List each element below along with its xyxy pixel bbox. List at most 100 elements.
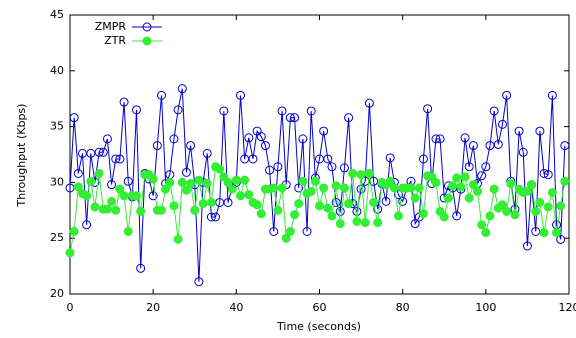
y-tick-label: 45	[50, 8, 64, 21]
point	[298, 134, 308, 144]
point	[269, 183, 279, 193]
point	[244, 133, 254, 143]
point	[460, 133, 470, 143]
point	[315, 201, 324, 211]
point	[535, 197, 545, 207]
point	[443, 193, 453, 203]
y-tick-label: 40	[50, 64, 64, 77]
x-tick-label: 100	[475, 301, 496, 314]
point	[452, 211, 462, 221]
point	[181, 185, 191, 195]
point	[256, 132, 266, 142]
point	[394, 190, 404, 200]
point	[547, 187, 557, 197]
point	[527, 180, 537, 190]
point	[148, 191, 158, 201]
point	[277, 106, 287, 116]
point	[502, 206, 512, 216]
point	[186, 141, 196, 151]
point	[181, 167, 191, 177]
point	[514, 126, 524, 136]
point	[331, 181, 341, 191]
point	[285, 113, 295, 123]
point	[344, 199, 354, 209]
x-tick-label: 20	[146, 301, 160, 314]
point	[385, 153, 395, 163]
point	[418, 209, 428, 219]
point	[502, 90, 512, 100]
point	[115, 154, 125, 164]
point	[481, 162, 491, 172]
point	[248, 154, 258, 164]
point	[335, 219, 345, 229]
point	[119, 97, 129, 107]
point	[90, 202, 100, 212]
legend-label: ZMPR	[95, 20, 127, 33]
point	[73, 168, 83, 178]
point	[173, 105, 183, 115]
series-line	[69, 88, 566, 282]
point	[161, 184, 171, 194]
point	[535, 126, 545, 136]
point	[231, 175, 241, 185]
point	[132, 105, 142, 115]
point	[310, 176, 320, 186]
point	[431, 134, 441, 144]
point	[265, 165, 275, 175]
x-tick-label: 40	[229, 301, 243, 314]
point	[136, 263, 146, 273]
point	[531, 206, 541, 216]
point	[381, 196, 391, 206]
point	[552, 228, 562, 238]
point	[82, 220, 92, 230]
point	[323, 154, 333, 164]
point	[319, 183, 329, 193]
point	[418, 154, 428, 164]
x-tick-label: 60	[313, 301, 327, 314]
legend-marker	[142, 22, 152, 32]
point	[493, 139, 503, 149]
point	[73, 182, 83, 192]
point	[186, 179, 196, 189]
point	[385, 176, 395, 186]
point	[431, 177, 441, 187]
point	[410, 193, 420, 203]
point	[132, 191, 142, 201]
point	[485, 211, 495, 221]
point	[364, 98, 374, 108]
point	[244, 190, 254, 200]
y-tick-label: 30	[50, 175, 64, 188]
point	[202, 179, 212, 189]
point	[543, 170, 553, 180]
point	[481, 228, 491, 238]
point	[65, 248, 75, 258]
point	[223, 177, 233, 187]
point	[464, 162, 474, 172]
point	[468, 141, 478, 151]
point	[339, 163, 349, 173]
point	[394, 211, 404, 221]
point	[435, 134, 445, 144]
point	[285, 227, 295, 237]
point	[169, 201, 179, 211]
point	[497, 200, 507, 210]
point	[177, 177, 187, 187]
point	[290, 113, 300, 123]
point	[269, 227, 279, 237]
legend-label: ZTR	[104, 34, 126, 47]
point	[306, 186, 316, 196]
point	[115, 184, 125, 194]
point	[319, 126, 329, 136]
point	[364, 168, 374, 178]
y-tick-label: 20	[50, 287, 64, 300]
point	[410, 219, 420, 229]
x-axis-label: Time (seconds)	[276, 320, 361, 333]
point	[464, 193, 474, 203]
y-tick-label: 35	[50, 120, 64, 133]
point	[477, 220, 487, 230]
point	[111, 205, 121, 215]
point	[539, 228, 549, 238]
point	[82, 191, 92, 201]
point	[414, 183, 424, 193]
